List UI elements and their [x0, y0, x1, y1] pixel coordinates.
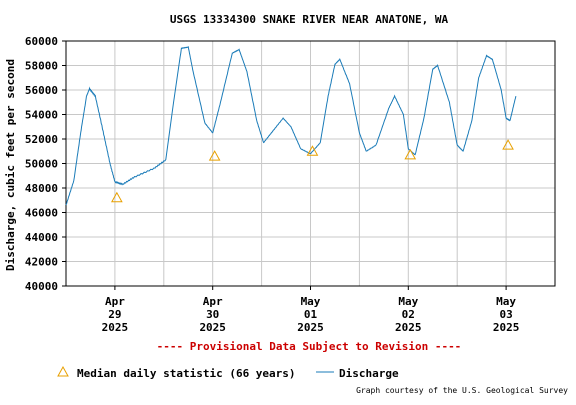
x-tick-label-date: 01 [304, 308, 318, 321]
y-tick-label: 56000 [25, 84, 58, 97]
x-tick-label-month: Apr [203, 295, 223, 308]
median-marker [404, 148, 417, 160]
x-tick-label-month: Apr [105, 295, 125, 308]
legend-discharge-label: Discharge [339, 367, 399, 380]
x-tick-label-month: May [301, 295, 321, 308]
y-tick-label: 42000 [25, 256, 58, 269]
median-marker [502, 139, 514, 150]
x-tick-label-date: 29 [108, 308, 121, 321]
y-tick-label: 44000 [25, 231, 58, 244]
x-tick-label-date: 03 [499, 308, 512, 321]
chart-title: USGS 13334300 SNAKE RIVER NEAR ANATONE, … [170, 13, 449, 26]
discharge-series-line [65, 45, 517, 206]
x-axis-ticks: Apr292025Apr302025May012025May022025May0… [102, 286, 520, 334]
y-tick-label: 54000 [25, 109, 58, 122]
median-marker [306, 145, 319, 156]
x-tick-label-date: 30 [206, 308, 219, 321]
x-tick-label-year: 2025 [297, 321, 324, 334]
y-tick-label: 48000 [25, 182, 58, 195]
x-tick-label-year: 2025 [395, 321, 422, 334]
y-tick-label: 60000 [25, 35, 58, 48]
y-tick-label: 58000 [25, 60, 58, 73]
y-tick-label: 46000 [25, 207, 58, 220]
y-tick-label: 40000 [25, 280, 58, 293]
y-tick-label: 50000 [25, 158, 58, 171]
x-tick-label-year: 2025 [493, 321, 520, 334]
x-tick-label-date: 02 [402, 308, 415, 321]
x-tick-label-month: May [496, 295, 516, 308]
legend-median-triangle-icon [57, 365, 69, 377]
credit-text: Graph courtesy of the U.S. Geological Su… [356, 386, 568, 395]
y-axis-ticks: 40000 42000 44000 46000 48000 50000 52000 54000… [25, 35, 66, 293]
median-marker [208, 150, 221, 161]
x-tick-label-year: 2025 [102, 321, 129, 334]
y-axis-label: Discharge, cubic feet per second [4, 59, 17, 271]
median-marker [111, 191, 123, 203]
x-tick-label-month: May [398, 295, 418, 308]
y-tick-label: 52000 [25, 133, 58, 146]
legend-median-label: Median daily statistic (66 years) [77, 367, 296, 380]
provisional-note: ---- Provisional Data Subject to Revisio… [157, 340, 462, 353]
grid [66, 40, 555, 287]
legend: Median daily statistic (66 years) Discha… [57, 365, 399, 380]
x-tick-label-year: 2025 [199, 321, 226, 334]
median-markers [111, 139, 514, 203]
